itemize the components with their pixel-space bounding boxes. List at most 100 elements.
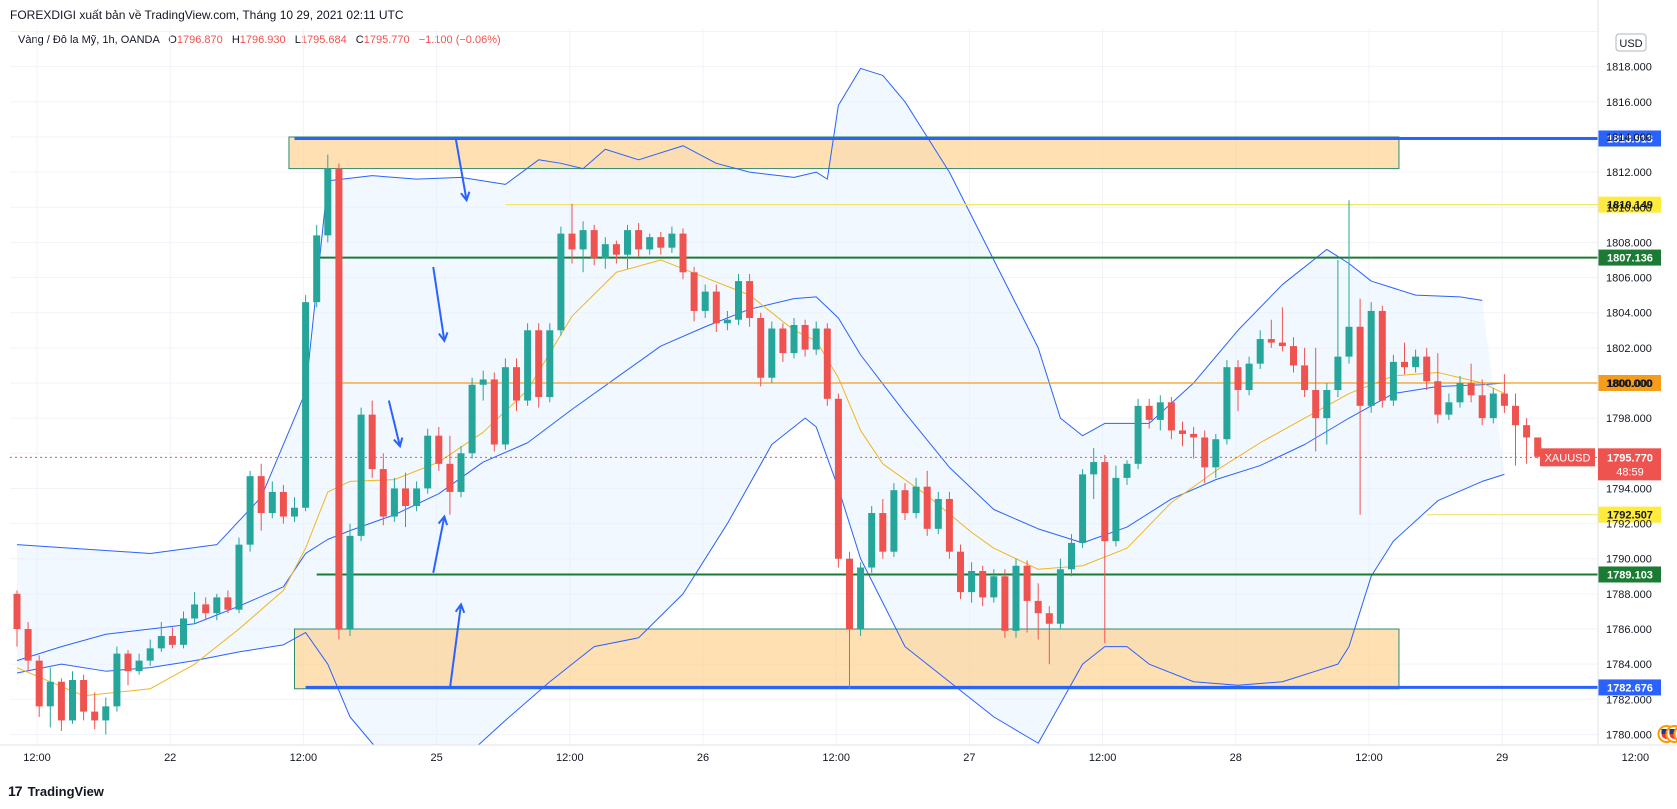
candle-body [435,435,443,464]
candle-body [1356,326,1364,406]
arrow-head [437,514,449,526]
candle-body [568,233,576,250]
candle-body [213,597,221,614]
candle-body [690,272,698,311]
level-label: 1800.000 [1607,378,1653,390]
currency-badge[interactable]: USD [1615,33,1647,52]
supply-demand-zones [288,136,1400,690]
price-tick-label: 1794.000 [1606,483,1652,495]
arrow-shaft [432,266,446,341]
candle-body [579,230,587,250]
candle-body [180,618,187,645]
time-tick-label: 22 [164,752,176,764]
candle-body [1234,367,1242,391]
price-tick-label: 1814.000 [1606,132,1652,144]
candle-body [168,636,176,645]
time-tick-label: 12:00 [1622,752,1650,764]
candle-body [990,576,998,598]
candle-body [979,571,987,598]
candle-body [57,681,65,721]
price-tick-label: 1808.000 [1606,237,1652,249]
level-label-box [1598,130,1661,147]
price-tick-label: 1818.000 [1606,62,1652,74]
candle-body [1445,402,1453,415]
candle-body [801,324,809,350]
symbol-info[interactable]: Vàng / Đô la Mỹ, 1h, OANDA [18,34,160,46]
candle-body [390,488,398,517]
candle-body [945,498,953,552]
candle-body [624,230,631,255]
close-value: 1795.770 [363,34,410,46]
candle-body [302,302,310,508]
candle-body [424,435,432,489]
level-label: 1782.676 [1607,682,1653,694]
time-tick-label: 12:00 [822,752,850,764]
candle-body [1145,405,1153,420]
time-axis[interactable]: 12:00 22 12:00 25 12:00 26 12:00 27 12:00 28 12:00… [0,744,1677,764]
symbol-badge [1540,448,1595,467]
candle-body [413,488,421,506]
arrow-head [438,332,449,343]
candle-body [1201,437,1209,468]
candle-body [779,328,787,354]
candle-body [701,291,709,311]
candle-body [1167,402,1175,431]
candle-body [291,507,298,517]
current-price-box [1598,448,1661,481]
candlesticks [13,154,1542,735]
candle-body [1434,381,1442,415]
candle-body [268,491,276,514]
open-value: 1796.870 [176,34,223,46]
candle-body [1423,356,1431,382]
candle-body [91,711,99,721]
level-label: 1813.913 [1607,133,1653,145]
candle-body [1401,361,1408,368]
candle-body [1112,477,1120,542]
candle-body [879,513,887,552]
candle-body [834,398,842,559]
candle-body [257,476,265,514]
candle-body [1523,425,1531,438]
close-label: C [355,34,364,46]
current-price-label: 1795.770 [1607,452,1653,464]
arrow-shaft [387,400,401,447]
candle-body [313,235,321,303]
arrow-shaft [448,604,462,689]
level-label-box [1598,679,1661,696]
tradingview-logo-icon: 17 [8,783,23,799]
time-tick-label: 26 [697,752,709,764]
bollinger-basis-line [16,296,1505,662]
candle-body [1034,600,1042,614]
level-label: 1807.136 [1607,253,1653,265]
annotation-arrows [387,136,471,689]
level-label-box [1598,196,1661,213]
candle-body [1267,339,1275,343]
candle-body [1500,393,1508,406]
candle-body [24,629,32,661]
candle-body [812,328,820,350]
arrow-head [454,602,466,614]
tradingview-footer: 17 TradingView [8,783,104,799]
time-tick-label: 12:00 [1089,752,1117,764]
price-tick-label: 1812.000 [1606,167,1652,179]
candle-body [1334,356,1342,391]
time-tick-label: 12:00 [23,752,51,764]
candle-body [468,384,476,454]
candle-body [668,233,676,248]
candle-body [1378,310,1386,401]
candle-body [113,653,121,707]
candle-body [857,567,865,630]
candle-body [1345,326,1353,357]
candle-body [335,168,343,630]
candle-body [823,328,831,399]
candle-body [723,319,731,324]
price-axis[interactable]: 1813.913 1810.149 1807.136 1800.000 1792.507… [1540,0,1661,745]
candle-body [191,604,199,619]
low-label: L [294,34,301,46]
candle-body [102,706,110,721]
candle-body [1478,395,1486,419]
candle-body [901,490,909,514]
candle-body [1134,405,1142,464]
symbol-label: XAUUSD [1545,452,1591,464]
